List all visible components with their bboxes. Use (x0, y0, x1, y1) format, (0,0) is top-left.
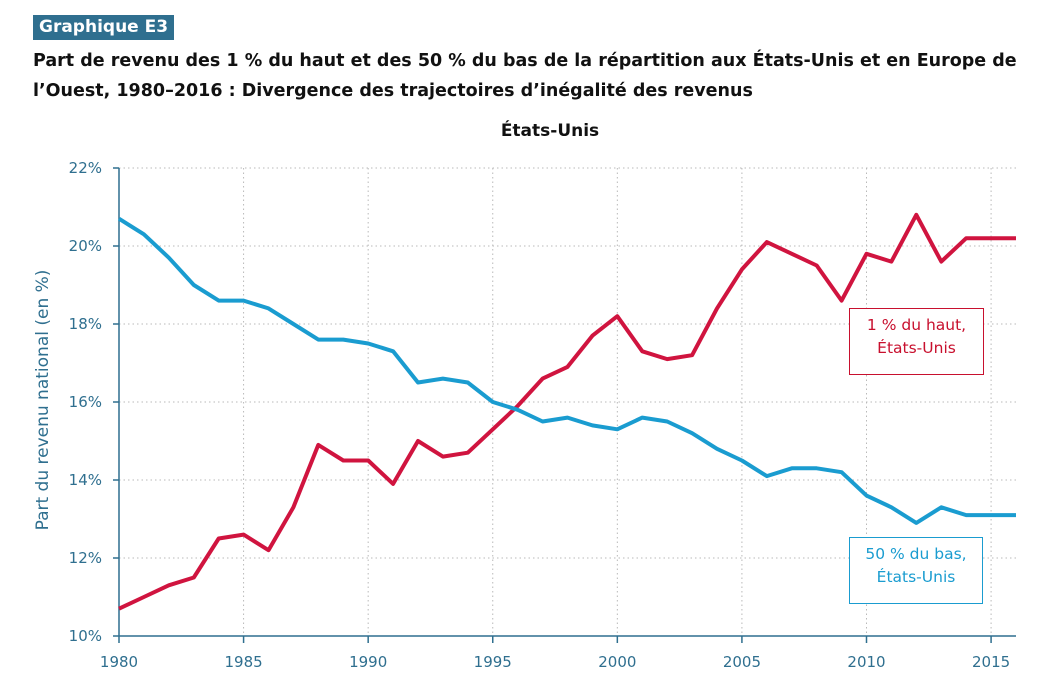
y-tick-label: 22% (69, 159, 102, 177)
x-tick-labels: 1980 1985 1990 1995 2000 2005 2010 2015 (100, 653, 1010, 671)
annotation-top-line1: 1 % du haut, (866, 316, 967, 334)
annotation-bottom-line1: 50 % du bas, (865, 545, 967, 563)
series-lines (117, 212, 1016, 611)
chart-title: États-Unis (500, 121, 600, 141)
annotation-bottom-line2: États-Unis (876, 568, 956, 586)
x-tick-label: 2015 (972, 653, 1010, 671)
y-tick-labels: 10% 12% 14% 16% 18% 20% 22% (69, 159, 102, 645)
x-tick-label: 1990 (349, 653, 387, 671)
series-line-top-1pct (118, 212, 1016, 611)
figure-badge: Graphique E3 (33, 15, 175, 40)
x-tick-label: 2000 (598, 653, 636, 671)
figure-title: Part de revenu des 1 % du haut et des 50… (33, 51, 1017, 101)
y-axis-label: Part du revenu national (en %) (33, 270, 53, 531)
series-line-bottom-50pct (117, 217, 1016, 525)
y-tick-label: 12% (69, 549, 102, 567)
annotation-top-line2: États-Unis (877, 339, 956, 357)
y-tick-label: 14% (69, 471, 102, 489)
x-tick-label: 2005 (723, 653, 761, 671)
annotation-top-1pct: 1 % du haut, États-Unis (849, 308, 984, 375)
y-tick-label: 10% (69, 627, 102, 645)
x-tick-label: 1985 (224, 653, 262, 671)
axes (113, 167, 1016, 643)
y-tick-label: 16% (69, 393, 102, 411)
x-tick-label: 1995 (474, 653, 512, 671)
y-tick-label: 18% (69, 315, 102, 333)
y-tick-label: 20% (69, 237, 102, 255)
x-tick-label: 1980 (100, 653, 138, 671)
annotation-bottom-50pct: 50 % du bas, États-Unis (849, 537, 983, 604)
x-tick-label: 2010 (847, 653, 885, 671)
